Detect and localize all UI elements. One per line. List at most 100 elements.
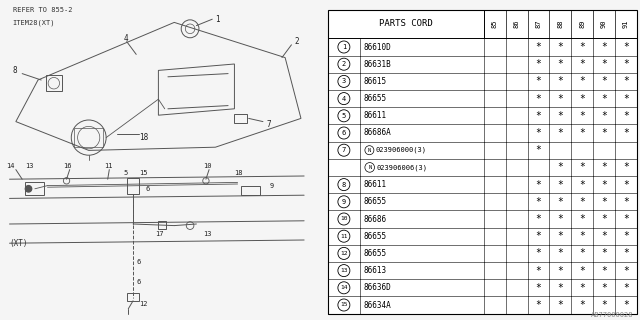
Text: 86611: 86611 xyxy=(364,180,387,189)
Text: *: * xyxy=(536,266,541,276)
Text: 18: 18 xyxy=(234,170,243,176)
Bar xyxy=(127,293,140,301)
Bar xyxy=(46,75,62,91)
Text: *: * xyxy=(536,214,541,224)
Text: 86655: 86655 xyxy=(364,232,387,241)
Text: 6: 6 xyxy=(342,130,346,136)
Text: 86655: 86655 xyxy=(364,197,387,206)
Text: *: * xyxy=(601,76,607,86)
Text: 1: 1 xyxy=(342,44,346,50)
Text: *: * xyxy=(601,214,607,224)
Text: *: * xyxy=(623,93,629,104)
Text: *: * xyxy=(601,197,607,207)
Text: 12: 12 xyxy=(340,251,348,256)
Text: *: * xyxy=(557,214,563,224)
Text: *: * xyxy=(601,128,607,138)
Text: 6: 6 xyxy=(146,186,150,192)
Text: N: N xyxy=(368,165,371,170)
Text: *: * xyxy=(623,111,629,121)
Text: *: * xyxy=(623,59,629,69)
Text: *: * xyxy=(601,231,607,241)
Text: *: * xyxy=(536,300,541,310)
Text: 89: 89 xyxy=(579,20,585,28)
Text: *: * xyxy=(579,266,585,276)
Text: 13: 13 xyxy=(340,268,348,273)
Text: *: * xyxy=(536,197,541,207)
Text: *: * xyxy=(579,111,585,121)
Text: 13: 13 xyxy=(26,164,34,169)
Text: 88: 88 xyxy=(557,20,563,28)
Text: *: * xyxy=(536,180,541,189)
Bar xyxy=(26,182,44,195)
Bar xyxy=(159,221,166,229)
Text: 13: 13 xyxy=(203,231,211,236)
Text: *: * xyxy=(557,266,563,276)
Text: *: * xyxy=(623,248,629,259)
Text: 86634A: 86634A xyxy=(364,300,391,309)
Text: *: * xyxy=(601,59,607,69)
Text: *: * xyxy=(601,283,607,293)
Text: *: * xyxy=(601,162,607,172)
Text: 023906000(3): 023906000(3) xyxy=(376,147,427,154)
Text: 14: 14 xyxy=(6,164,15,169)
Text: *: * xyxy=(536,248,541,259)
Text: *: * xyxy=(623,283,629,293)
Text: *: * xyxy=(623,300,629,310)
Text: 11: 11 xyxy=(104,164,113,169)
Text: 86610D: 86610D xyxy=(364,43,391,52)
Text: *: * xyxy=(579,76,585,86)
Text: *: * xyxy=(536,76,541,86)
Text: 6: 6 xyxy=(136,279,140,284)
Text: 9: 9 xyxy=(269,183,273,188)
Text: 86686A: 86686A xyxy=(364,129,391,138)
Text: 6: 6 xyxy=(136,260,140,265)
Text: PARTS CORD: PARTS CORD xyxy=(379,20,433,28)
Text: *: * xyxy=(579,128,585,138)
Text: *: * xyxy=(601,180,607,189)
Text: 7: 7 xyxy=(266,120,271,129)
Bar xyxy=(241,186,260,195)
Text: 5: 5 xyxy=(342,113,346,119)
Text: *: * xyxy=(579,42,585,52)
Text: *: * xyxy=(557,248,563,259)
Text: *: * xyxy=(601,266,607,276)
Text: *: * xyxy=(601,42,607,52)
Bar xyxy=(74,128,103,147)
Text: 86: 86 xyxy=(513,20,520,28)
Text: 14: 14 xyxy=(340,285,348,290)
Text: *: * xyxy=(557,283,563,293)
Text: *: * xyxy=(557,197,563,207)
Text: 86686: 86686 xyxy=(364,214,387,223)
Text: *: * xyxy=(579,162,585,172)
Text: 87: 87 xyxy=(536,20,541,28)
Text: *: * xyxy=(623,197,629,207)
Text: 10: 10 xyxy=(340,217,348,221)
Text: 86655: 86655 xyxy=(364,249,387,258)
Text: 4: 4 xyxy=(124,34,128,43)
Text: *: * xyxy=(557,231,563,241)
Text: *: * xyxy=(579,180,585,189)
Text: 2: 2 xyxy=(342,61,346,67)
Text: 15: 15 xyxy=(340,302,348,308)
Text: 16: 16 xyxy=(63,164,72,169)
Bar xyxy=(234,114,247,123)
Text: *: * xyxy=(536,42,541,52)
Text: 8: 8 xyxy=(342,182,346,188)
Circle shape xyxy=(26,186,32,192)
Text: AB77000028: AB77000028 xyxy=(591,312,634,318)
Text: 90: 90 xyxy=(601,20,607,28)
Text: *: * xyxy=(579,231,585,241)
Text: 86655: 86655 xyxy=(364,94,387,103)
Text: *: * xyxy=(623,180,629,189)
Text: 91: 91 xyxy=(623,20,629,28)
Text: *: * xyxy=(579,214,585,224)
Text: *: * xyxy=(601,111,607,121)
Text: *: * xyxy=(557,93,563,104)
Text: 7: 7 xyxy=(342,147,346,153)
Text: *: * xyxy=(601,248,607,259)
Text: 12: 12 xyxy=(140,301,148,307)
Text: *: * xyxy=(557,111,563,121)
Text: *: * xyxy=(579,283,585,293)
Text: *: * xyxy=(536,145,541,155)
Text: REFER TO 855-2: REFER TO 855-2 xyxy=(13,7,72,12)
